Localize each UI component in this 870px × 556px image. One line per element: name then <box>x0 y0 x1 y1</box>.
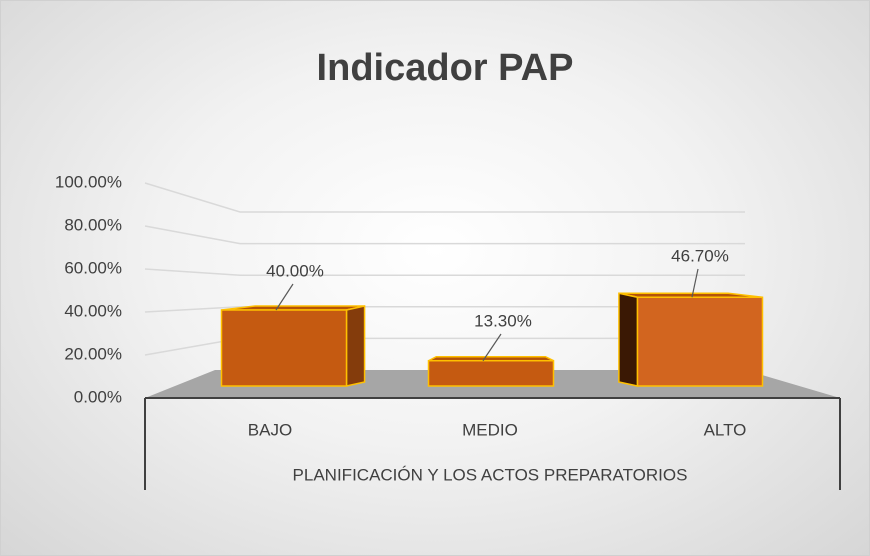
y-tick-label: 100.00% <box>55 172 122 191</box>
chart-title: Indicador PAP <box>317 47 574 89</box>
bar <box>220 309 348 387</box>
grid-line <box>144 306 745 313</box>
x-tick-label: ALTO <box>704 420 747 439</box>
x-tick-label: BAJO <box>248 420 292 439</box>
data-label: 40.00% <box>266 261 324 280</box>
y-tick-label: 40.00% <box>64 301 122 320</box>
y-tick-label: 80.00% <box>64 215 122 234</box>
leader-line <box>482 333 502 362</box>
leader-line <box>275 283 294 311</box>
x-axis-title: PLANIFICACIÓN Y LOS ACTOS PREPARATORIOS <box>293 465 688 484</box>
data-label: 13.30% <box>474 311 532 330</box>
x-tick-label: MEDIO <box>462 420 518 439</box>
y-tick-label: 20.00% <box>64 344 122 363</box>
leader-line <box>691 268 699 298</box>
y-tick-label: 0.00% <box>74 387 122 406</box>
grid-line <box>144 182 745 213</box>
y-tick-label: 60.00% <box>64 258 122 277</box>
bar <box>427 359 555 387</box>
bar <box>636 296 764 387</box>
data-label: 46.70% <box>671 246 729 265</box>
bar-side <box>618 292 639 387</box>
grid-line <box>144 225 745 245</box>
grid-line <box>144 268 745 276</box>
bar-side <box>345 305 366 387</box>
